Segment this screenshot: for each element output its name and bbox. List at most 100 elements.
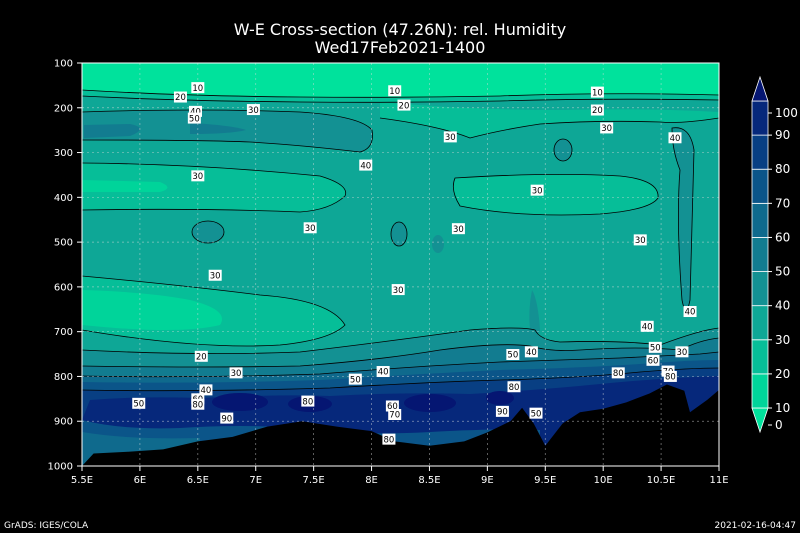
svg-text:80: 80 (302, 397, 313, 407)
colorbar-label: 30 (775, 333, 790, 347)
x-tick-label: 10E (594, 475, 613, 486)
svg-text:50: 50 (531, 409, 542, 419)
contour-label: 20 (590, 104, 604, 116)
svg-text:80: 80 (384, 435, 395, 445)
x-tick-label: 6E (134, 475, 147, 486)
contour-label: 30 (633, 234, 647, 246)
colorbar-swatch (751, 202, 769, 238)
colorbar-label: 50 (775, 265, 790, 279)
x-axis: 5.5E 6E 6.5E 7E 7.5E 8E 8.5E 9E 9.5E 10E 10.5E 11E (71, 466, 729, 486)
colorbar-swatch (751, 271, 769, 307)
footer-left: GrADS: IGES/COLA (4, 521, 89, 531)
contour-label: 30 (303, 222, 317, 234)
svg-text:40: 40 (642, 322, 653, 332)
x-tick-label: 10.5E (647, 475, 676, 486)
band-20-top (82, 90, 719, 103)
contour-label: 40 (359, 159, 373, 171)
svg-text:90: 90 (221, 414, 232, 424)
svg-text:30: 30 (393, 286, 404, 296)
colorbar-label: 20 (775, 367, 790, 381)
y-tick-label: 500 (54, 238, 73, 249)
contour-label: 50 (506, 349, 520, 361)
svg-text:30: 30 (305, 224, 316, 234)
contour-label: 30 (246, 104, 260, 116)
contour-label: 60 (646, 354, 660, 367)
contour-label: 20 (397, 99, 411, 111)
contour-label: 40 (668, 132, 682, 144)
y-tick-label: 900 (54, 417, 73, 428)
contour-label: 30 (600, 122, 614, 134)
contour-label: 50 (529, 407, 543, 419)
x-tick-label: 8.5E (418, 475, 440, 486)
colorbar-swatch (751, 373, 769, 409)
colorbar-arrow-high (751, 75, 769, 102)
moist-pocket-3 (432, 235, 444, 253)
contour-label: 80 (382, 433, 396, 445)
colorbar-swatch (751, 100, 769, 136)
svg-text:40: 40 (670, 134, 681, 144)
contour-label: 40 (683, 306, 697, 318)
svg-text:50: 50 (650, 344, 661, 354)
svg-text:80: 80 (665, 373, 676, 383)
grid-lines (82, 63, 719, 466)
contour-label: 50 (648, 341, 662, 354)
y-tick-label: 100 (54, 59, 73, 70)
contour-label: 10 (191, 82, 205, 94)
contour-label: 30 (443, 131, 457, 143)
contour-label: 10 (388, 85, 402, 97)
dry-tongue-300-core (82, 180, 168, 192)
svg-text:40: 40 (201, 386, 212, 396)
svg-text:20: 20 (196, 352, 207, 362)
contour-label: 90 (220, 412, 234, 424)
contour-label: 50 (132, 397, 146, 410)
dry-region-right (453, 174, 659, 215)
svg-text:30: 30 (445, 133, 456, 143)
colorbar-label: 60 (775, 230, 790, 244)
svg-text:30: 30 (532, 186, 543, 196)
terrain (82, 384, 719, 466)
moist-spike (529, 290, 540, 335)
contour-label: 40 (640, 320, 654, 332)
y-axis: 100 200 300 400 500 600 700 800 900 1000 (48, 59, 82, 473)
contour-label: 70 (388, 409, 402, 421)
contour-label: 80 (301, 395, 315, 407)
contour-label: 30 (451, 223, 465, 235)
contour-label: 50 (187, 112, 201, 124)
svg-text:30: 30 (210, 271, 221, 281)
x-tick-label: 7E (249, 475, 262, 486)
y-tick-label: 1000 (48, 462, 73, 473)
x-tick-label: 9.5E (534, 475, 556, 486)
chart-subtitle: Wed17Feb2021-1400 (315, 38, 486, 57)
svg-text:30: 30 (192, 172, 203, 182)
x-tick-label: 9E (481, 475, 494, 486)
contour-label: 40 (376, 366, 390, 378)
svg-text:80: 80 (509, 383, 520, 393)
moist-pocket-4 (554, 139, 572, 161)
band-20-right (380, 102, 719, 138)
footer-right: 2021-02-16-04:47 (715, 521, 797, 531)
y-tick-label: 200 (54, 103, 73, 114)
svg-text:60: 60 (387, 402, 398, 412)
y-tick-label: 800 (54, 372, 73, 383)
dry-tongue-600-core (82, 290, 222, 330)
svg-text:40: 40 (190, 108, 201, 118)
svg-text:40: 40 (378, 368, 389, 378)
svg-text:50: 50 (133, 400, 144, 410)
contour-label: 60 (385, 400, 399, 412)
moist-pocket-1 (192, 221, 224, 243)
contour-label: 50 (348, 373, 362, 385)
contour-label: 30 (675, 346, 689, 358)
moist-core-upper-2 (190, 123, 246, 134)
colorbar-swatch (751, 237, 769, 272)
y-tick-label: 400 (54, 193, 73, 204)
svg-text:30: 30 (248, 106, 259, 116)
contour-label: 30 (208, 269, 222, 281)
y-tick-label: 300 (54, 148, 73, 159)
svg-text:30: 30 (453, 225, 464, 235)
colorbar-label: 70 (775, 196, 790, 210)
svg-text:20: 20 (175, 93, 186, 103)
contour-label: 80 (611, 367, 625, 379)
svg-text:80: 80 (192, 400, 203, 410)
